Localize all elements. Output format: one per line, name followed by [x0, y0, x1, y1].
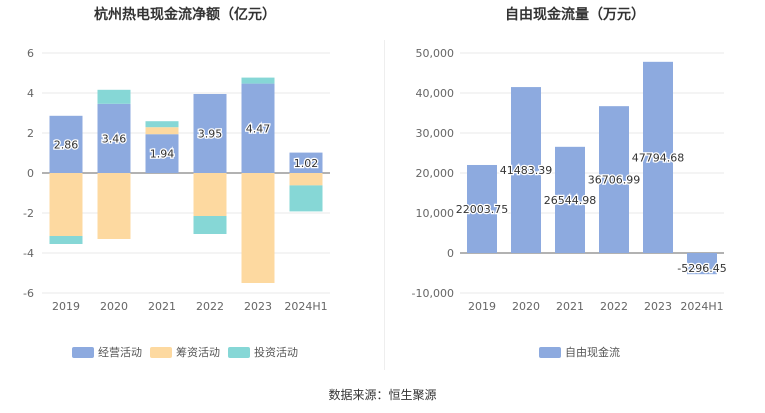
- x-tick-label: 2020: [100, 300, 128, 313]
- data-label: 1.02: [294, 157, 319, 170]
- cash-flow-chart: -6 -4 -2 0 2 4 6 2019 2.86 2020 3.46 2021 1.94 2022 3.…: [23, 47, 330, 359]
- data-label: 3.95: [198, 128, 223, 141]
- data-label: 3.46: [102, 132, 127, 145]
- bar-segment: [49, 173, 83, 236]
- legend-swatch: [150, 347, 172, 358]
- bar-segment: [241, 77, 275, 84]
- x-tick-label: 2019: [468, 300, 496, 313]
- data-label: 47794.68: [632, 151, 685, 164]
- data-label: 2.86: [54, 138, 79, 151]
- right-chart-title: 自由现金流量（万元）: [505, 7, 645, 23]
- x-tick-label: 2023: [244, 300, 272, 313]
- bar-segment: [289, 152, 323, 173]
- y-tick-label: 0: [447, 247, 454, 260]
- bar: [511, 87, 541, 253]
- legend-swatch: [539, 347, 561, 358]
- x-tick-label: 2024H1: [680, 300, 723, 313]
- bar-segment: [289, 173, 323, 186]
- x-tick-label: 2024H1: [284, 300, 327, 313]
- bar: [467, 164, 497, 253]
- legend-label: 经营活动: [98, 345, 142, 359]
- data-label: 41483.39: [500, 164, 553, 177]
- y-tick-label: 0: [27, 167, 34, 180]
- bar-segment: [49, 236, 83, 244]
- bar-segment: [97, 173, 131, 239]
- data-label: 26544.98: [544, 194, 597, 207]
- legend-swatch: [72, 347, 94, 358]
- y-tick-label: 20,000: [416, 167, 455, 180]
- y-tick-label: 40,000: [416, 87, 455, 100]
- bar-segment: [97, 103, 131, 173]
- legend-swatch: [228, 347, 250, 358]
- bar: [643, 61, 673, 253]
- y-tick-label: 50,000: [416, 47, 455, 60]
- bar-segment: [97, 89, 131, 104]
- bar-segment: [241, 83, 275, 173]
- y-tick-label: -4: [23, 247, 34, 260]
- legend-label: 筹资活动: [176, 345, 220, 359]
- y-tick-label: 4: [27, 87, 34, 100]
- y-tick-label: -10,000: [412, 287, 454, 300]
- bar-segment: [193, 173, 227, 216]
- data-label: -5296.45: [677, 262, 726, 275]
- bar-segment: [49, 115, 83, 173]
- data-source: 数据来源：恒生聚源: [328, 388, 437, 402]
- x-tick-label: 2021: [556, 300, 584, 313]
- bar: [599, 106, 629, 253]
- y-tick-label: 2: [27, 127, 34, 140]
- y-tick-label: 30,000: [416, 127, 455, 140]
- data-label: 36706.99: [588, 174, 641, 187]
- bar-segment: [241, 173, 275, 283]
- x-tick-label: 2022: [600, 300, 628, 313]
- y-tick-label: -2: [23, 207, 34, 220]
- legend-label: 自由现金流: [565, 345, 620, 359]
- bar: [687, 253, 717, 275]
- data-label: 1.94: [150, 148, 175, 161]
- bar-segment: [193, 94, 227, 173]
- y-tick-label: -6: [23, 287, 34, 300]
- y-tick-label: 6: [27, 47, 34, 60]
- legend-label: 投资活动: [254, 345, 298, 359]
- free-cash-flow-chart: -10,000 0 10,000 20,000 30,000 40,000 50,000 20…: [412, 47, 728, 359]
- bar: [555, 146, 585, 253]
- data-label: 4.47: [246, 122, 271, 135]
- chart-divider: [384, 40, 385, 370]
- bar-segment: [289, 185, 323, 212]
- x-tick-label: 2021: [148, 300, 176, 313]
- bar-segment: [145, 127, 179, 135]
- bar-segment: [145, 121, 179, 128]
- data-label: 22003.75: [456, 203, 509, 216]
- x-tick-label: 2022: [196, 300, 224, 313]
- x-tick-label: 2019: [52, 300, 80, 313]
- left-chart-title: 杭州热电现金流净额（亿元）: [94, 7, 276, 23]
- bar-segment: [193, 216, 227, 234]
- x-tick-label: 2023: [644, 300, 672, 313]
- y-tick-label: 10,000: [416, 207, 455, 220]
- x-tick-label: 2020: [512, 300, 540, 313]
- bar-segment: [145, 134, 179, 173]
